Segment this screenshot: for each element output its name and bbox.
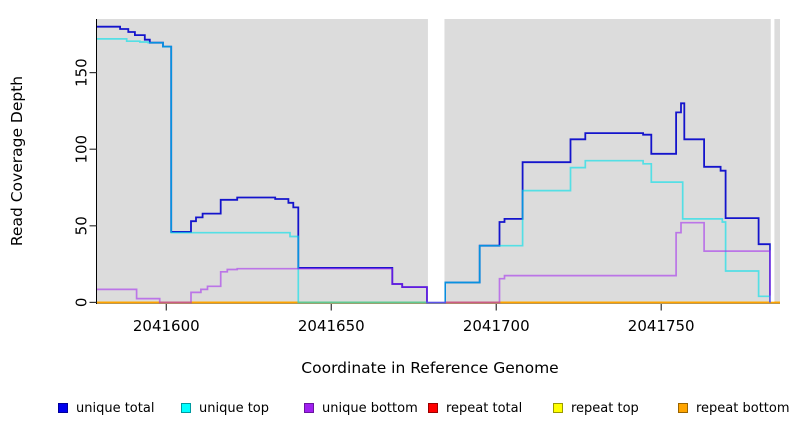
legend-swatch-repeat-bottom	[678, 403, 688, 413]
x-tick-label: 2041750	[628, 317, 695, 335]
legend-label: repeat total	[446, 400, 523, 416]
legend-label: unique total	[76, 400, 155, 416]
x-tick-label: 2041650	[298, 317, 365, 335]
series-unique-bottom	[97, 221, 771, 304]
x-tick-label: 2041700	[463, 317, 530, 335]
legend-item-unique-top: unique top	[181, 400, 269, 416]
legend-swatch-unique-bottom	[304, 403, 314, 413]
y-tick-label: 50	[73, 216, 91, 235]
legend-item-repeat-top: repeat top	[553, 400, 639, 416]
y-tick-label: 100	[73, 135, 91, 164]
legend-item-unique-bottom: unique bottom	[304, 400, 418, 416]
y-tick-label: 0	[73, 298, 91, 308]
legend-swatch-repeat-top	[553, 403, 563, 413]
legend-swatch-unique-total	[58, 403, 68, 413]
y-axis-title: Read Coverage Depth	[8, 75, 26, 247]
legend-item-repeat-total: repeat total	[428, 400, 522, 416]
x-axis-title: Coordinate in Reference Genome	[301, 359, 559, 377]
legend-item-unique-total: unique total	[58, 400, 154, 416]
gap-band-1	[427, 18, 445, 302]
legend-item-repeat-bottom: repeat bottom	[678, 400, 790, 416]
legend-label: repeat bottom	[696, 400, 790, 416]
legend-label: unique top	[199, 400, 270, 416]
legend-label: repeat top	[571, 400, 639, 416]
x-tick-label: 2041600	[133, 317, 200, 335]
gap-band-2	[770, 18, 775, 302]
legend-label: unique bottom	[322, 400, 418, 416]
coverage-chart: 0 50 100 150 2041600 2041650 2041700 2041750	[73, 18, 780, 335]
legend-swatch-repeat-total	[428, 403, 438, 413]
series-unique-top	[97, 38, 771, 304]
y-tick-label: 150	[73, 58, 91, 87]
legend-swatch-unique-top	[181, 403, 191, 413]
